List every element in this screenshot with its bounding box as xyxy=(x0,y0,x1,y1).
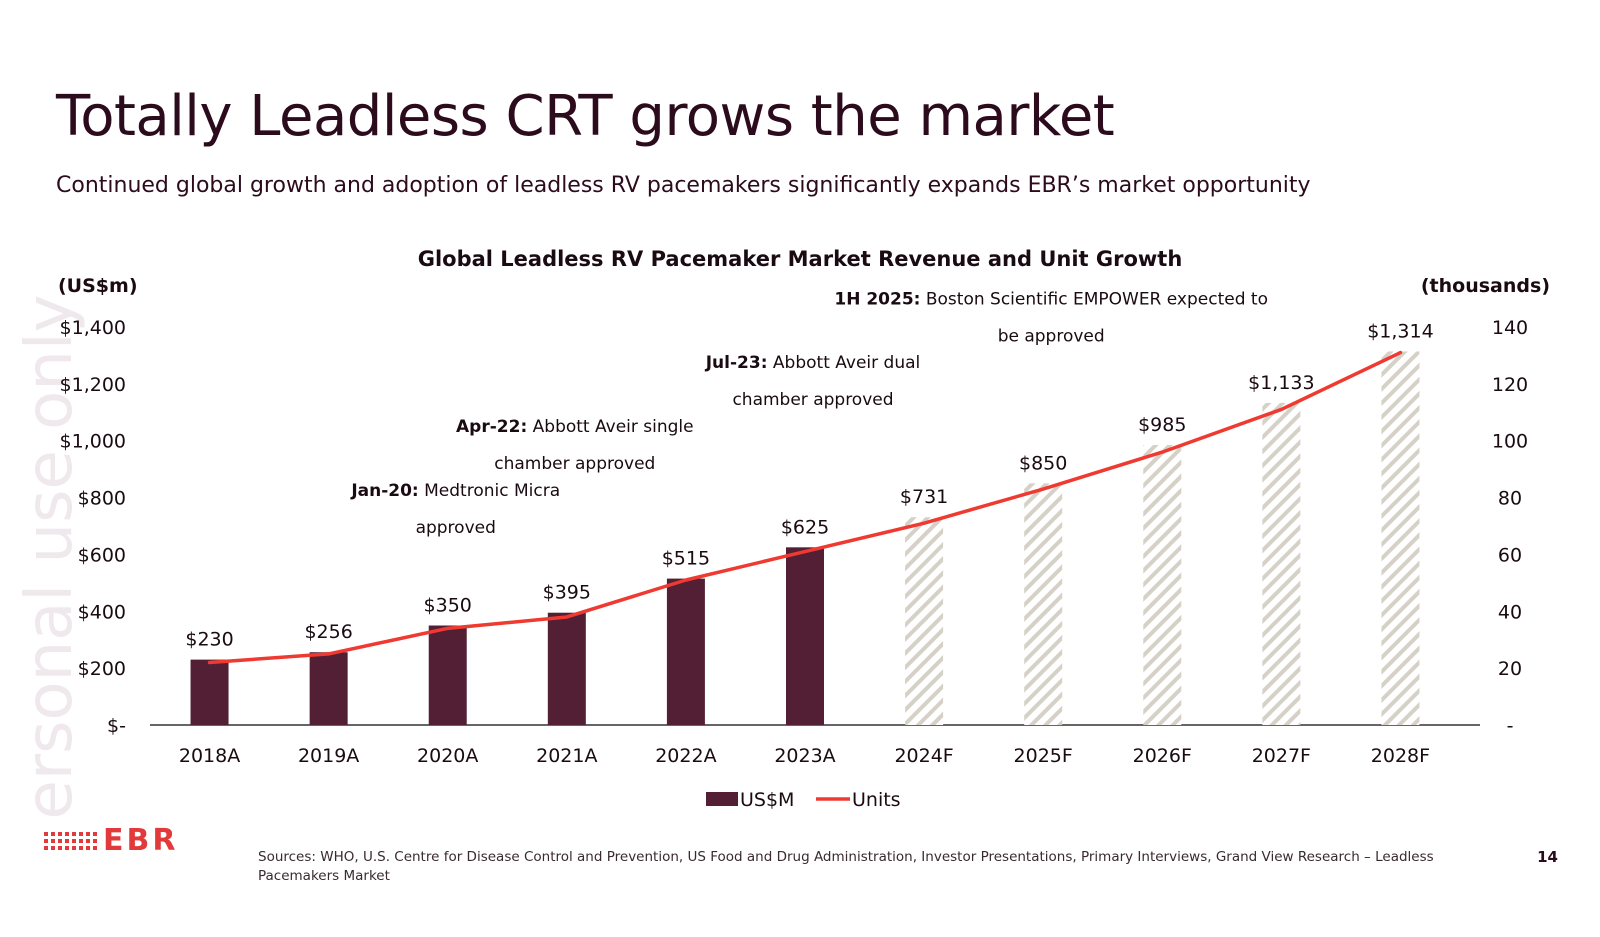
annotation: Jan-20: Medtronic Micra xyxy=(350,481,560,501)
annotation-text: Boston Scientific EMPOWER expected to xyxy=(920,289,1268,309)
annotation-line2: chamber approved xyxy=(732,390,893,410)
chart-title: Global Leadless RV Pacemaker Market Reve… xyxy=(418,247,1183,271)
x-tick-label: 2024F xyxy=(894,745,953,767)
page-number: 14 xyxy=(1537,848,1558,866)
bar-value-label: $515 xyxy=(662,548,710,570)
y-tick-label: $1,400 xyxy=(60,317,126,339)
logo-text: EBR xyxy=(103,826,178,856)
y-tick-label: $400 xyxy=(78,601,126,623)
bar-value-label: $985 xyxy=(1138,414,1186,436)
annotation-date: Jan-20: xyxy=(350,481,418,501)
y-tick-label: $200 xyxy=(78,658,126,680)
y2-tick-label: 100 xyxy=(1492,431,1528,453)
market-chart: Global Leadless RV Pacemaker Market Reve… xyxy=(0,0,1600,830)
bar-value-label: $256 xyxy=(304,621,352,643)
bar-2019A xyxy=(310,652,348,725)
bar-2026F xyxy=(1143,445,1181,725)
bar-value-label: $1,133 xyxy=(1248,372,1314,394)
bar-2022A xyxy=(667,579,705,725)
x-tick-label: 2023A xyxy=(774,745,835,767)
bar-2028F xyxy=(1381,351,1419,725)
legend-label-line: Units xyxy=(852,789,901,811)
bar-value-label: $625 xyxy=(781,516,829,538)
y-tick-label: $800 xyxy=(78,488,126,510)
bar-value-label: $230 xyxy=(185,629,233,651)
y2-tick-label: 40 xyxy=(1498,601,1522,623)
bar-value-label: $1,314 xyxy=(1367,320,1433,342)
x-tick-label: 2020A xyxy=(417,745,478,767)
logo-mark-icon xyxy=(44,832,97,850)
x-tick-label: 2021A xyxy=(536,745,597,767)
x-tick-label: 2022A xyxy=(655,745,716,767)
x-tick-label: 2026F xyxy=(1133,745,1192,767)
y-tick-label: $1,200 xyxy=(60,374,126,396)
bar-2023A xyxy=(786,547,824,725)
y2-tick-label: 140 xyxy=(1492,317,1528,339)
y2-tick-label: - xyxy=(1507,715,1514,737)
bar-2021A xyxy=(548,613,586,725)
x-tick-label: 2019A xyxy=(298,745,359,767)
annotation: Jul-23: Abbott Aveir dual xyxy=(705,353,921,373)
bar-value-label: $731 xyxy=(900,486,948,508)
y2-tick-label: 60 xyxy=(1498,544,1522,566)
bar-value-label: $850 xyxy=(1019,452,1067,474)
y2-tick-label: 80 xyxy=(1498,488,1522,510)
annotation-line2: be approved xyxy=(998,326,1105,346)
annotation-line2: chamber approved xyxy=(494,454,655,474)
annotation-date: Jul-23: xyxy=(705,353,768,373)
y-tick-label: $- xyxy=(107,715,126,737)
x-tick-label: 2025F xyxy=(1014,745,1073,767)
annotation-text: Abbott Aveir single xyxy=(527,417,693,437)
y-tick-label: $600 xyxy=(78,544,126,566)
x-tick-label: 2028F xyxy=(1371,745,1430,767)
ebr-logo: EBR xyxy=(44,826,178,856)
bar-value-label: $395 xyxy=(543,582,591,604)
y2-tick-label: 20 xyxy=(1498,658,1522,680)
legend-label-bars: US$M xyxy=(740,789,794,811)
y2-axis-title: (thousands) xyxy=(1421,275,1550,297)
annotation-date: Apr-22: xyxy=(456,417,527,437)
sources-footnote: Sources: WHO, U.S. Centre for Disease Co… xyxy=(258,848,1438,886)
y-axis-title: (US$m) xyxy=(58,275,138,297)
x-tick-label: 2027F xyxy=(1252,745,1311,767)
bar-2024F xyxy=(905,517,943,725)
bar-2027F xyxy=(1262,403,1300,725)
x-tick-label: 2018A xyxy=(179,745,240,767)
annotation: 1H 2025: Boston Scientific EMPOWER expec… xyxy=(834,289,1268,309)
annotation: Apr-22: Abbott Aveir single xyxy=(456,417,694,437)
annotation-text: Medtronic Micra xyxy=(419,481,560,501)
bar-2020A xyxy=(429,626,467,726)
y-tick-label: $1,000 xyxy=(60,431,126,453)
annotation-date: 1H 2025: xyxy=(834,289,920,309)
bar-value-label: $350 xyxy=(424,595,472,617)
bar-2018A xyxy=(191,660,229,725)
y2-tick-label: 120 xyxy=(1492,374,1528,396)
bar-2025F xyxy=(1024,483,1062,725)
annotation-line2: approved xyxy=(416,518,496,538)
legend-swatch-bars xyxy=(706,792,738,806)
annotation-text: Abbott Aveir dual xyxy=(768,353,921,373)
